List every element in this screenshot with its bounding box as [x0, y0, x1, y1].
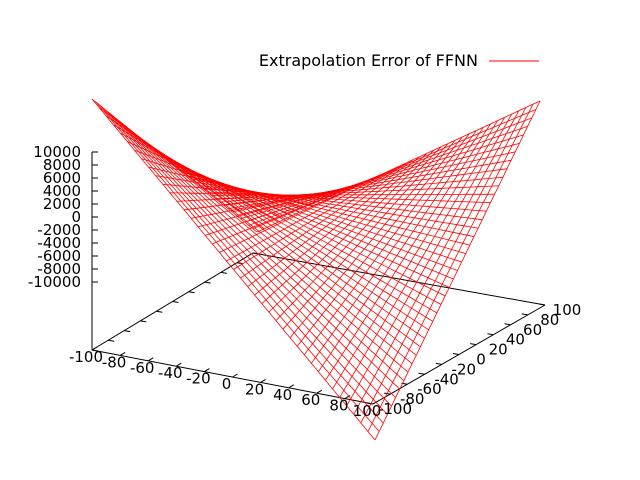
y-tick-label: -80	[400, 390, 425, 408]
z-tick-label: 0	[71, 208, 81, 226]
tick-labels: 1000080006000400020000-2000-4000-6000-80…	[28, 143, 581, 420]
surface-line-y	[211, 193, 495, 196]
surface-line-y	[186, 175, 470, 246]
surface-line-y	[199, 185, 483, 221]
surface-line-y	[236, 143, 520, 216]
y-tick-mark	[366, 402, 374, 405]
x-tick-label: -100	[69, 348, 103, 366]
x-tick-label: 0	[222, 375, 232, 393]
y-tick-label: -60	[417, 380, 442, 398]
x-tick-mark	[316, 389, 323, 394]
y-back-tick-mark	[156, 310, 163, 313]
z-tick-label: -2000	[37, 221, 81, 239]
z-tick-label: -6000	[37, 247, 81, 265]
x-tick-label: 80	[329, 397, 348, 415]
surface-line-y	[104, 108, 388, 415]
y-tick-label: -40	[434, 370, 459, 388]
surface-line-y	[128, 128, 413, 365]
z-tick-label: -4000	[37, 234, 81, 252]
y-tick-mark	[538, 303, 546, 306]
surface-line-y	[228, 159, 512, 210]
x-tick-mark	[372, 400, 379, 405]
y-tick-label: 60	[523, 321, 542, 339]
surface-line-y	[223, 168, 508, 206]
surface-wireframe	[91, 98, 541, 441]
y-back-tick-mark	[124, 330, 131, 333]
x-axis-line-back	[252, 252, 546, 306]
surface-line-y	[219, 176, 503, 203]
y-tick-mark	[452, 353, 460, 355]
z-tick-label: 2000	[43, 195, 81, 213]
surface-line-y	[124, 125, 409, 373]
y-tick-label: -20	[452, 360, 477, 378]
y-tick-mark	[487, 333, 494, 336]
z-tick-label: 8000	[43, 156, 81, 174]
y-tick-mark	[504, 323, 511, 326]
y-back-tick-mark	[188, 291, 195, 294]
x-tick-mark	[232, 373, 238, 378]
x-tick-label: -80	[102, 353, 127, 371]
x-tick-mark	[147, 357, 154, 362]
surface-line-y	[232, 151, 516, 213]
surface-line-y	[203, 188, 487, 212]
x-tick-label: 40	[273, 386, 292, 404]
surface-line-y	[256, 100, 541, 233]
x-tick-label: -40	[158, 364, 183, 382]
surface-line-y	[207, 191, 491, 204]
z-tick-label: -8000	[37, 260, 81, 278]
y-back-tick-mark	[140, 320, 147, 323]
surface-line-y	[252, 109, 537, 230]
y-tick-label: 20	[489, 341, 508, 359]
surface-line-y	[108, 112, 392, 407]
legend-label: Extrapolation Error of FFNN	[259, 51, 478, 70]
surface-line-y	[116, 118, 401, 390]
surface-line-y	[112, 115, 396, 398]
x-tick-mark	[260, 378, 266, 383]
x-tick-mark	[204, 368, 210, 373]
x-tick-label: 60	[301, 391, 320, 409]
y-back-tick-mark	[172, 301, 179, 303]
surface-line-y	[95, 102, 380, 432]
x-tick-label: -20	[186, 370, 211, 388]
axes-frame	[91, 151, 546, 405]
y-tick-label: -100	[378, 400, 412, 418]
x-tick-mark	[91, 346, 98, 351]
z-tick-label: -10000	[28, 273, 81, 291]
surface-line-y	[91, 98, 376, 441]
y-back-tick-mark	[220, 271, 227, 274]
y-tick-mark	[470, 343, 477, 346]
z-tick-label: 6000	[43, 169, 81, 187]
y-back-tick-mark	[236, 262, 243, 265]
y-back-tick-mark	[204, 281, 211, 284]
surface-line-y	[99, 105, 384, 424]
x-tick-mark	[119, 351, 126, 356]
y-back-tick-mark	[108, 339, 115, 342]
surface-line-y	[120, 122, 405, 381]
y-tick-mark	[521, 313, 528, 316]
y-back-tick-mark	[91, 349, 99, 352]
x-tick-mark	[288, 384, 294, 389]
surface-line-y	[244, 126, 528, 223]
y-tick-label: 100	[553, 301, 582, 319]
y-tick-mark	[418, 372, 425, 375]
surface-line-y	[240, 134, 524, 220]
legend: Extrapolation Error of FFNN	[259, 51, 539, 70]
y-tick-label: 40	[506, 331, 525, 349]
x-tick-label: 20	[245, 380, 264, 398]
x-tick-mark	[176, 362, 182, 367]
surface-line-y	[195, 181, 479, 229]
surface-line-y	[215, 185, 499, 200]
z-tick-label: 10000	[33, 143, 81, 161]
x-tick-label: -60	[130, 359, 155, 377]
z-tick-label: 4000	[43, 182, 81, 200]
surface-line-y	[190, 178, 475, 237]
y-tick-mark	[435, 362, 442, 365]
y-tick-label: 80	[540, 311, 559, 329]
y-tick-label: 0	[476, 351, 486, 369]
surface-line-y	[248, 117, 532, 226]
x-tick-label: 100	[353, 402, 382, 420]
